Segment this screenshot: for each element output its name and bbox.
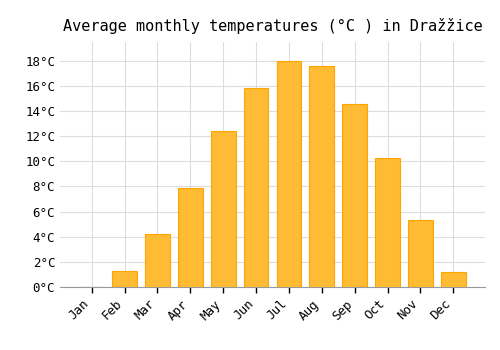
Bar	[178, 188, 203, 287]
Bar	[376, 158, 400, 287]
Bar	[211, 131, 236, 287]
Bar	[112, 271, 137, 287]
Bar	[441, 272, 466, 287]
Bar	[145, 234, 170, 287]
Bar	[342, 104, 367, 287]
Bar	[276, 61, 301, 287]
Bar	[244, 89, 268, 287]
Title: Average monthly temperatures (°C ) in Dražžice: Average monthly temperatures (°C ) in Dr…	[62, 18, 482, 34]
Bar	[408, 220, 433, 287]
Bar	[310, 66, 334, 287]
